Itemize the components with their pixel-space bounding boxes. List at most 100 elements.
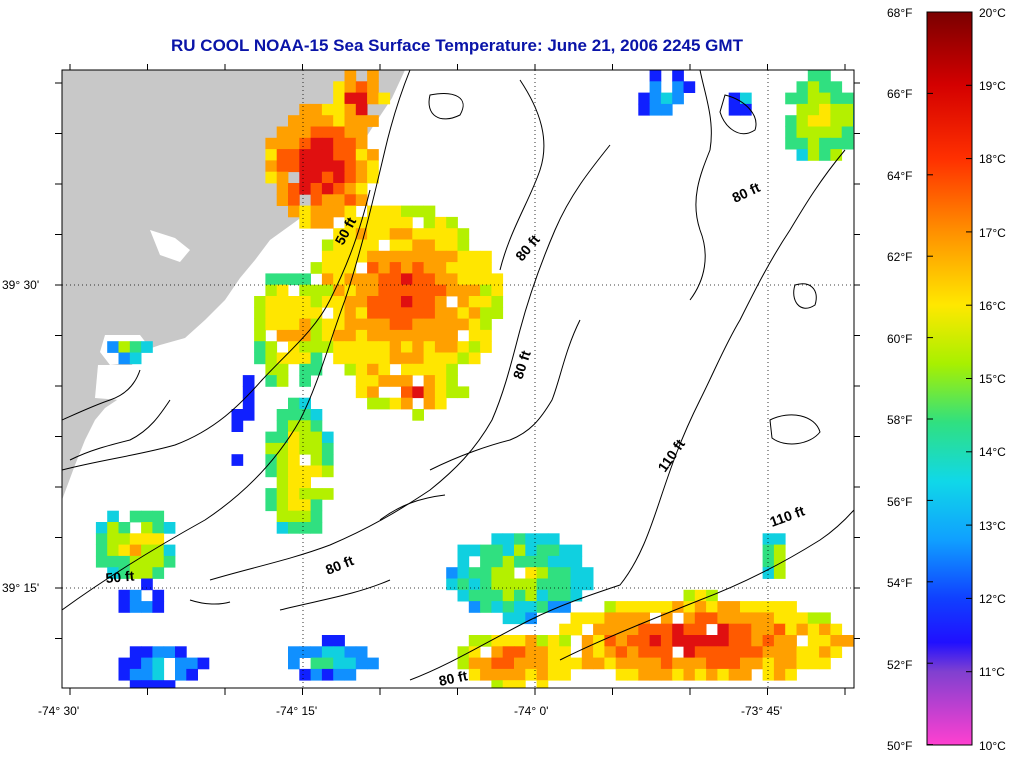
- sst-cell: [378, 318, 391, 331]
- sst-cell: [773, 635, 786, 647]
- sst-cell: [152, 657, 165, 670]
- sst-cell: [288, 318, 300, 331]
- sst-cell: [559, 555, 571, 568]
- sst-cell: [231, 409, 244, 421]
- sst-cell: [615, 635, 628, 647]
- sst-cell: [491, 307, 504, 319]
- sst-cell: [762, 601, 775, 613]
- sst-cell: [694, 612, 707, 625]
- sst-cell: [367, 160, 379, 173]
- sst-cell: [344, 216, 357, 229]
- sst-cell: [570, 567, 583, 579]
- lon-tick-label: -74° 15': [276, 704, 318, 718]
- sst-cell: [333, 646, 345, 658]
- sst-cell: [649, 635, 662, 647]
- sst-cell: [321, 273, 334, 286]
- sst-cell: [728, 612, 741, 625]
- sst-cell: [841, 92, 854, 105]
- sst-cell: [197, 657, 210, 670]
- sst-cell: [378, 250, 391, 263]
- sst-cell: [129, 352, 142, 365]
- sst-cell: [615, 657, 628, 670]
- sst-cell: [95, 522, 108, 534]
- sst-cell: [807, 623, 820, 636]
- sst-cell: [389, 352, 402, 365]
- sst-cell: [378, 216, 391, 229]
- sst-cell: [118, 589, 131, 602]
- sst-cell: [627, 668, 639, 681]
- sst-cell: [344, 70, 357, 82]
- sst-cell: [321, 216, 334, 229]
- sst-cell: [773, 567, 786, 579]
- sst-cell: [683, 589, 696, 602]
- sst-cell: [446, 284, 458, 297]
- sst-cell: [299, 137, 311, 150]
- sst-cell: [299, 183, 311, 195]
- sst-cell: [276, 488, 289, 500]
- sst-cell: [118, 522, 131, 534]
- sst-cell: [355, 363, 368, 376]
- sst-cell: [615, 623, 628, 636]
- colorbar: [926, 11, 973, 746]
- sst-cell: [649, 623, 662, 636]
- sst-cell: [321, 488, 334, 500]
- sst-cell: [299, 318, 311, 331]
- sst-cell: [344, 160, 357, 173]
- sst-cell: [310, 465, 323, 478]
- sst-cell: [740, 635, 752, 647]
- sst-cell: [740, 657, 752, 670]
- sst-cell: [796, 115, 809, 127]
- sst-cell: [344, 646, 357, 658]
- sst-cell: [547, 578, 560, 591]
- colorbar-c-label: 15°C: [979, 372, 1006, 386]
- sst-cell: [559, 601, 571, 613]
- sst-cell: [163, 646, 176, 658]
- sst-cell: [310, 296, 323, 308]
- sst-cell: [785, 612, 797, 625]
- sst-cell: [581, 567, 594, 579]
- sst-cell: [401, 250, 413, 263]
- sst-cell: [389, 228, 402, 240]
- sst-cell: [457, 567, 470, 579]
- sst-cell: [446, 341, 458, 353]
- sst-cell: [288, 657, 300, 670]
- sst-cell: [830, 149, 843, 161]
- sst-cell: [276, 318, 289, 331]
- sst-cell: [288, 296, 300, 308]
- sst-cell: [321, 646, 334, 658]
- sst-cell: [728, 601, 741, 613]
- sst-cell: [559, 544, 571, 557]
- sst-cell: [333, 284, 345, 297]
- sst-cell: [129, 646, 142, 658]
- sst-cell: [333, 160, 345, 173]
- sst-cell: [276, 363, 289, 376]
- sst-cell: [355, 341, 368, 353]
- sst-cell: [841, 635, 854, 647]
- sst-cell: [355, 375, 368, 387]
- sst-cell: [344, 194, 357, 206]
- sst-cell: [468, 544, 481, 557]
- sst-cell: [468, 646, 481, 658]
- sst-cell: [593, 646, 605, 658]
- sst-cell: [299, 126, 311, 139]
- sst-cell: [446, 273, 458, 286]
- sst-cell: [434, 250, 447, 263]
- sst-cell: [175, 646, 187, 658]
- sst-cell: [514, 601, 526, 613]
- sst-cell: [480, 318, 492, 331]
- sst-cell: [412, 205, 424, 218]
- sst-cell: [401, 375, 413, 387]
- sst-cell: [683, 646, 696, 658]
- sst-cell: [547, 533, 560, 545]
- sst-cell: [344, 668, 357, 681]
- sst-cell: [367, 228, 379, 240]
- sst-cell: [717, 601, 730, 613]
- sst-cell: [163, 544, 176, 557]
- colorbar-c-label: 11°C: [979, 665, 1005, 679]
- sst-cell: [310, 341, 323, 353]
- sst-cell: [141, 533, 153, 545]
- sst-cell: [288, 126, 300, 139]
- sst-cell: [276, 273, 289, 286]
- sst-cell: [367, 205, 379, 218]
- sst-cell: [276, 307, 289, 319]
